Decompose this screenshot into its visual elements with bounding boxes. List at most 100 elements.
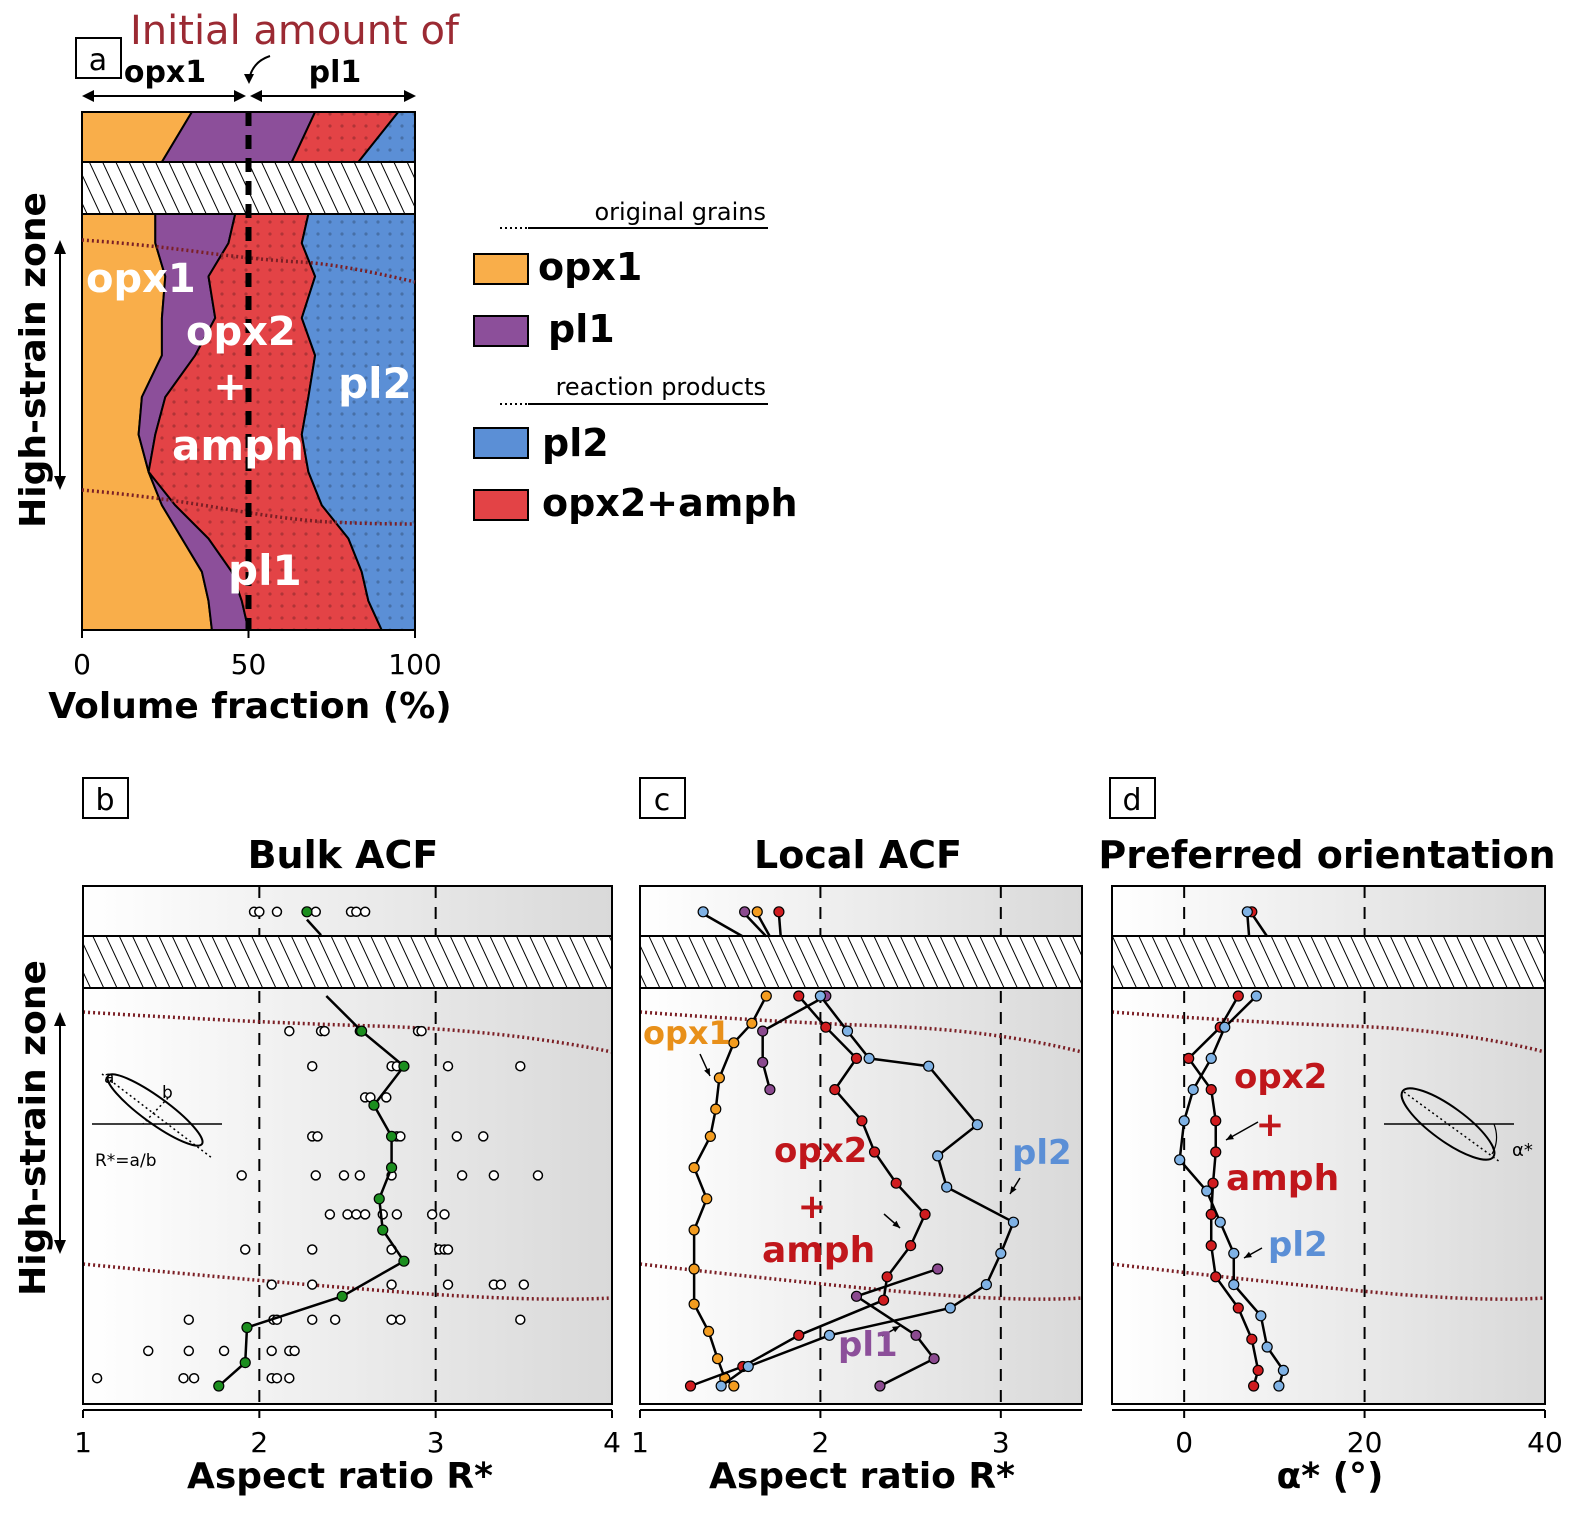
x-tick-label-a: 0	[73, 648, 91, 681]
scatter-point	[312, 1131, 323, 1142]
top-label-pl1: pl1	[309, 55, 362, 90]
scatter-point	[391, 1209, 403, 1220]
series-label-plus-c: +	[798, 1187, 827, 1227]
series-opx2+amph-line	[690, 995, 927, 1388]
series-opx2+amph-point	[793, 1329, 805, 1341]
series-pl2-point	[1228, 1278, 1240, 1291]
scatter-point	[478, 1131, 489, 1142]
plot-frame-b	[82, 885, 613, 1405]
series-opx2+amph-point	[856, 1115, 868, 1127]
series-label-opx2-c: opx2	[774, 1131, 867, 1171]
scatter-point	[266, 1345, 277, 1357]
area-label-opx2: opx2	[186, 309, 296, 355]
scatter-point	[319, 1025, 330, 1037]
panel-a-title: Initial amount of	[130, 8, 460, 54]
series-pl1-point	[757, 1025, 769, 1037]
legend-swatch-pl1	[473, 315, 529, 347]
x-tick-label-d: 40	[1527, 1426, 1563, 1459]
series-opx1-point	[704, 1130, 716, 1143]
series-pl2-top-point	[697, 906, 709, 918]
x-tick-label-a: 100	[388, 648, 441, 681]
legend-swatch-opx2-amph	[473, 489, 529, 521]
mean-point	[398, 1060, 410, 1072]
plot-area-d: 0 20 40	[1111, 885, 1563, 1459]
series-opx1-point	[688, 1161, 700, 1174]
scatter-point-top	[351, 906, 362, 918]
series-pl1-b-point	[910, 1329, 922, 1341]
scatter-point	[271, 1372, 283, 1384]
scatter-point	[329, 1314, 341, 1325]
pointer-arrowhead	[892, 1326, 900, 1333]
series-pl2-point	[1178, 1115, 1190, 1127]
x-tick-label-b: 3	[427, 1426, 445, 1459]
series-opx1-point	[728, 1037, 740, 1049]
scatter-point	[442, 1060, 454, 1072]
scatter-point	[518, 1279, 530, 1290]
strain-boundary-upper-d	[1111, 1010, 1546, 1054]
area-label-pl2: pl2	[338, 359, 412, 408]
scatter-point	[442, 1279, 454, 1290]
plot-frame-c	[639, 885, 1083, 1405]
series-pl2-point	[995, 1247, 1007, 1260]
mean-point	[239, 1356, 251, 1369]
legend-swatch-opx1	[473, 253, 529, 285]
series-pl2-top-point	[1241, 906, 1253, 918]
legend-header-reaction: reaction products	[556, 373, 766, 401]
scatter-point	[395, 1131, 406, 1142]
panel-letter-a: a	[89, 43, 107, 78]
x-ticks-a: 0 50 100	[73, 630, 442, 681]
series-opx1-point	[701, 1193, 713, 1205]
series-pl2-line	[720, 995, 1016, 1388]
top-label-opx1: opx1	[124, 55, 206, 90]
series-label-opx2-d: opx2	[1234, 1057, 1327, 1097]
scatter-point	[359, 1209, 371, 1220]
area-label-amph: amph	[172, 421, 304, 470]
series-opx2+amph-point	[1210, 1146, 1222, 1158]
series-pl2-point	[944, 1302, 956, 1314]
mean-point-top	[301, 906, 313, 918]
series-opx1-point	[710, 1103, 722, 1115]
scatter-point	[289, 1345, 300, 1357]
pointer-arrowhead	[1226, 1133, 1234, 1140]
series-opx1-point	[713, 1072, 725, 1084]
scatter-point	[395, 1314, 406, 1325]
series-pl2-point	[841, 1025, 854, 1037]
scatter-point-top	[359, 906, 371, 918]
series-label-opx1-c: opx1	[643, 1014, 731, 1052]
scatter-point	[386, 1314, 397, 1325]
mean-point	[241, 1321, 253, 1334]
series-opx1-point	[711, 1353, 724, 1365]
hatched-break-b	[82, 935, 613, 989]
series-opx1-point	[688, 1263, 700, 1275]
x-tick-label-b: 2	[250, 1426, 268, 1459]
series-opx2+amph-line	[1187, 995, 1260, 1387]
scatter-point	[351, 1209, 362, 1220]
strain-boundary-upper-b	[82, 1010, 613, 1054]
series-pl1-b-point	[874, 1380, 886, 1392]
pointer-arrowhead	[704, 1068, 710, 1076]
scatter-point	[183, 1345, 195, 1357]
series-opx2+amph-point	[1207, 1177, 1219, 1189]
area-opx2-amph-texture	[148, 214, 382, 630]
y-axis-label-b: High-strain zone	[13, 960, 54, 1296]
x-tick-label-d: 0	[1175, 1426, 1193, 1459]
series-opx2+amph-point	[850, 1052, 863, 1065]
series-label-amph-c: amph	[762, 1230, 875, 1271]
series-opx2+amph-point	[1183, 1052, 1195, 1065]
panel-b-title: Bulk ACF	[248, 833, 439, 877]
series-opx2+amph-top-point	[773, 906, 785, 918]
series-pl2-point	[1273, 1380, 1285, 1392]
pointer-arrowhead	[892, 1220, 900, 1228]
scatter-point	[239, 1244, 251, 1255]
ellipse-inset-d: α*	[1384, 1087, 1533, 1163]
mean-point	[385, 1130, 398, 1143]
series-pl2-point	[1250, 990, 1262, 1002]
x-axis-label-b: Aspect ratio R*	[187, 1456, 493, 1497]
scatter-point	[183, 1314, 195, 1325]
series-label-pl2-c: pl2	[1012, 1133, 1072, 1173]
plot-area-b: 1 2 3 4	[74, 885, 621, 1459]
scatter-point	[416, 1025, 427, 1037]
scatter-point	[342, 1209, 353, 1220]
curved-arrow	[244, 55, 271, 84]
